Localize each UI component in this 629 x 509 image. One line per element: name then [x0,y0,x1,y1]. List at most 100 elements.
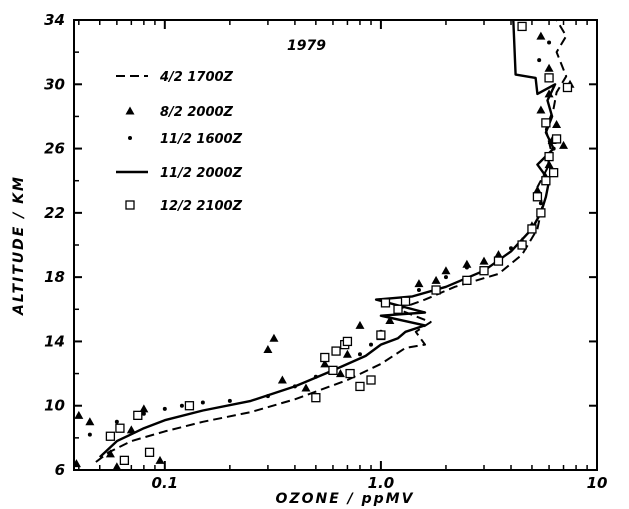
series-12-2-2100z-point [342,336,353,347]
series-8-2-2000z-point [277,375,287,384]
series-12-2-2100z-point [541,118,551,128]
series-11-2-1600z-point [357,352,362,357]
series-12-2-2100z-point [105,431,116,441]
series-8-2-2000z-point [532,185,542,194]
series-12-2-2100z-point [462,275,472,286]
year-annotation: 1979 [287,38,326,54]
y-tick-label: 18 [44,268,65,286]
series-8-2-2000z-point [105,449,115,458]
legend: 4/2 1700Z 8/2 2000Z 11/2 1600Z 11/2 2000Z 12… [116,70,243,214]
y-tick-label: 26 [44,140,65,158]
series-8-2-2000z-point [559,140,569,149]
series-8-2-2000z-point [335,369,345,378]
y-axis-title: ALTITUDE / KM [11,175,27,316]
series-12-2-2100z-point [532,192,543,202]
series-12-2-2100z-point [400,296,411,306]
y-tick-label: 6 [55,461,65,479]
series-11-2-1600z-point [416,288,421,292]
series-12-2-2100z-point [544,151,554,162]
x-tick-label: 0.1 [152,474,179,492]
series-8-2-2000z-point [269,333,279,342]
series-12-2-2100z-point [479,266,489,276]
series-11-2-1600z-point [547,40,552,45]
series-8-2-2000z-point [462,259,472,268]
series-8-2-2000z-point [544,63,554,72]
plot-area [74,20,575,470]
series-12-2-2100z-point [517,21,527,32]
series-12-2-2100z-point [380,298,391,308]
series-8-2-2000z-point [155,455,165,464]
legend-11-2-2000z-label: 11/2 2000Z [160,166,243,181]
series-8-2-2000z-point [414,279,424,288]
series-12-2-2100z-point [431,285,441,295]
x-tick-label: 1.0 [368,474,395,492]
series-11-2-1600z-point [464,265,469,270]
series-8-2-2000z-point [385,316,395,325]
series-11-2-1600z-point [537,58,542,63]
series-12-2-2100z-point [548,168,559,178]
series-12-2-2100z-point [551,134,562,144]
series-12-2-2100z-point [119,455,130,466]
series-11-2-1600z-point [162,406,167,411]
series-11-2-1600z-point [547,162,552,167]
legend-4-2-1700z-label: 4/2 1700Z [159,70,234,85]
series-8-2-2000z-point [74,410,84,419]
series-8-2-2000z-point [342,349,352,358]
series-11-2-1600z-point [443,275,448,280]
series-12-2-2100z-point [345,368,355,379]
series-8-2-2000z-point [85,417,95,426]
series-12-2-2100z-point [562,82,573,93]
series-8-2-2000z-point [320,359,330,368]
series-8-2-2000z-point [263,344,273,353]
legend-11-2-1600z-swatch [128,136,132,140]
series-8-2-2000z-point [301,383,311,392]
y-tick-label: 10 [44,397,65,415]
x-axis-title: OZONE / ppMV [276,491,415,507]
series-12-2-2100z-point [320,352,330,363]
series-12-2-2100z-point [355,381,365,392]
series-11-2-1600z-point [200,400,205,405]
series-12-2-2100z-point [393,304,403,314]
series-12-2-2100z-point [544,73,554,83]
series-4-2-1700z-line [95,20,568,463]
series-12-2-2100z-point [541,176,551,186]
legend-11-2-1600z-label: 11/2 1600Z [160,132,243,147]
series-8-2-2000z-point [441,266,451,275]
series-11-2-1600z-point [141,411,146,416]
series-8-2-2000z-point [552,119,562,128]
series-12-2-2100z-point [536,208,546,218]
series-12-2-2100z-point [493,256,504,266]
series-8-2-2000z-point [139,404,149,413]
series-12-2-2100z-point [517,240,527,250]
y-tick-label: 14 [44,332,65,350]
series-12-2-2100z-point [527,224,537,234]
series-11-2-1600z-point [482,259,487,264]
series-12-2-2100z-point [133,410,143,421]
y-tick-label: 22 [44,204,65,222]
series-8-2-2000z-point [431,275,441,284]
legend-8-2-2000z-label: 8/2 2000Z [160,105,234,120]
series-12-2-2100z-point [144,447,155,457]
axes-layer: 6 10 14 18 22 26 30 34 0.1 1.0 10 [44,11,607,492]
series-12-2-2100z-point [115,423,125,433]
series-11-2-1600z-point [179,403,184,408]
y-tick-label: 30 [44,75,65,93]
legend-12-2-2100z-label: 12/2 2100Z [160,199,243,214]
series-11-2-1600z-point [369,342,374,347]
series-11-2-1600z-point [114,419,119,424]
legend-12-2-2100z-swatch [125,200,135,210]
series-11-2-1600z-point [87,432,92,437]
series-8-2-2000z-point [126,425,136,434]
series-8-2-2000z-point [544,89,554,98]
series-12-2-2100z-point [184,401,195,411]
series-11-2-1600z-point [538,201,543,206]
series-8-2-2000z-point [536,105,546,114]
series-11-2-1600z-point [227,398,232,403]
legend-8-2-2000z-swatch [125,106,135,115]
series-8-2-2000z-point [355,320,365,329]
series-12-2-2100z-point [328,365,338,376]
x-tick-label: 10 [587,474,608,492]
series-12-2-2100z-point [311,393,321,403]
series-11-2-2000z-line [98,20,557,458]
